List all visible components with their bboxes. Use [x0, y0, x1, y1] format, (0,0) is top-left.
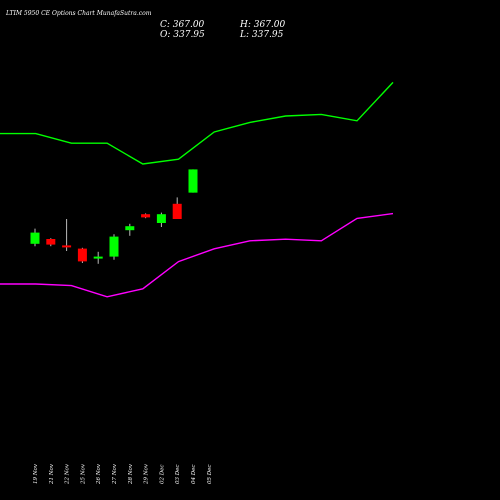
candle-body [188, 169, 198, 193]
candle-02-dec [156, 212, 166, 227]
x-tick-label: 19 Nov [33, 463, 39, 484]
candle-body [77, 248, 87, 262]
candle-21-nov [46, 238, 56, 247]
candle-body [30, 232, 40, 244]
candle-03-dec [172, 197, 182, 219]
x-tick-label: 28 Nov [128, 463, 134, 485]
candle-04-dec [188, 169, 198, 193]
indicator-line-1 [0, 81, 394, 165]
x-tick-label: 02 Dec [159, 465, 165, 485]
candle-body [93, 256, 103, 259]
x-tick-label: 29 Nov [144, 463, 150, 485]
candle-body [125, 226, 135, 231]
high-value: H: 367.00 [239, 20, 286, 30]
candle-22-nov [62, 219, 72, 251]
x-tick-label: 04 Dec [191, 465, 197, 485]
candle-body [156, 214, 166, 223]
candle-28-nov [125, 223, 135, 236]
candle-body [62, 245, 72, 248]
candle-26-nov [93, 251, 103, 264]
indicator-lines [0, 81, 394, 298]
low-value: L: 337.95 [239, 30, 284, 40]
x-tick-label: 03 Dec [175, 465, 181, 485]
candles [30, 169, 198, 264]
x-tick-label: 27 Nov [112, 463, 118, 485]
x-tick-label: 21 Nov [49, 463, 55, 485]
candle-body [172, 203, 182, 219]
candle-body [46, 239, 56, 245]
candle-25-nov [77, 247, 87, 263]
candle-29-nov [141, 213, 151, 219]
close-value: C: 367.00 [160, 20, 205, 30]
open-value: O: 337.95 [160, 30, 205, 40]
chart-title: LTIM 5950 CE Options Chart MunafaSutra.c… [5, 10, 152, 17]
candle-27-nov [109, 234, 119, 260]
x-tick-label: 25 Nov [80, 463, 86, 485]
candle-body [141, 214, 151, 218]
x-axis-ticks: 19 Nov 21 Nov 22 Nov 25 Nov 26 Nov 27 Nov 28 N… [33, 463, 213, 485]
indicator-line-2 [0, 212, 394, 298]
x-tick-label: 22 Nov [65, 463, 71, 485]
candle-19-nov [30, 228, 40, 247]
candle-body [109, 236, 119, 257]
x-tick-label: 26 Nov [96, 463, 102, 485]
x-tick-label: 05 Dec [207, 465, 213, 485]
